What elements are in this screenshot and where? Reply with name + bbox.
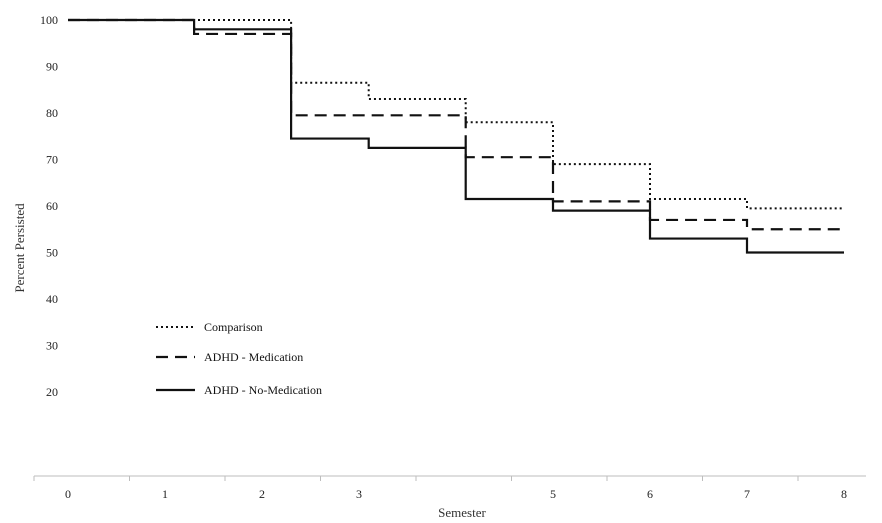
y-tick-label: 80	[46, 106, 58, 120]
x-tick-label: 0	[65, 487, 71, 501]
y-tick-label: 100	[40, 13, 58, 27]
x-axis: 0 1 2 3 5 6 7 8	[33, 475, 866, 501]
x-tick-label: 3	[356, 487, 362, 501]
y-tick-label: 30	[46, 339, 58, 353]
y-axis-title: Percent Persisted	[12, 203, 27, 293]
y-axis-ticks: 20 30 40 50 60 70 80 90 100	[40, 13, 58, 399]
x-tick-label: 2	[259, 487, 265, 501]
x-tick-label: 1	[162, 487, 168, 501]
y-tick-label: 60	[46, 199, 58, 213]
x-tick-label: 7	[744, 487, 750, 501]
x-tick-label: 8	[841, 487, 847, 501]
series-line-dashed	[68, 18, 844, 231]
y-tick-label: 40	[46, 292, 58, 306]
legend-label: ADHD - No-Medication	[204, 383, 322, 397]
series-layer	[68, 18, 844, 254]
y-tick-label: 20	[46, 385, 58, 399]
y-tick-label: 50	[46, 246, 58, 260]
x-axis-title: Semester	[438, 505, 486, 520]
x-tick-label: 6	[647, 487, 653, 501]
y-tick-label: 70	[46, 153, 58, 167]
x-tick-label: 5	[550, 487, 556, 501]
series-line-dotted	[68, 19, 844, 210]
legend-label: Comparison	[204, 320, 263, 334]
legend: Comparison ADHD - Medication ADHD - No-Med…	[156, 320, 322, 397]
legend-label: ADHD - Medication	[204, 350, 303, 364]
y-tick-label: 90	[46, 60, 58, 74]
series-line-solid	[68, 18, 844, 254]
